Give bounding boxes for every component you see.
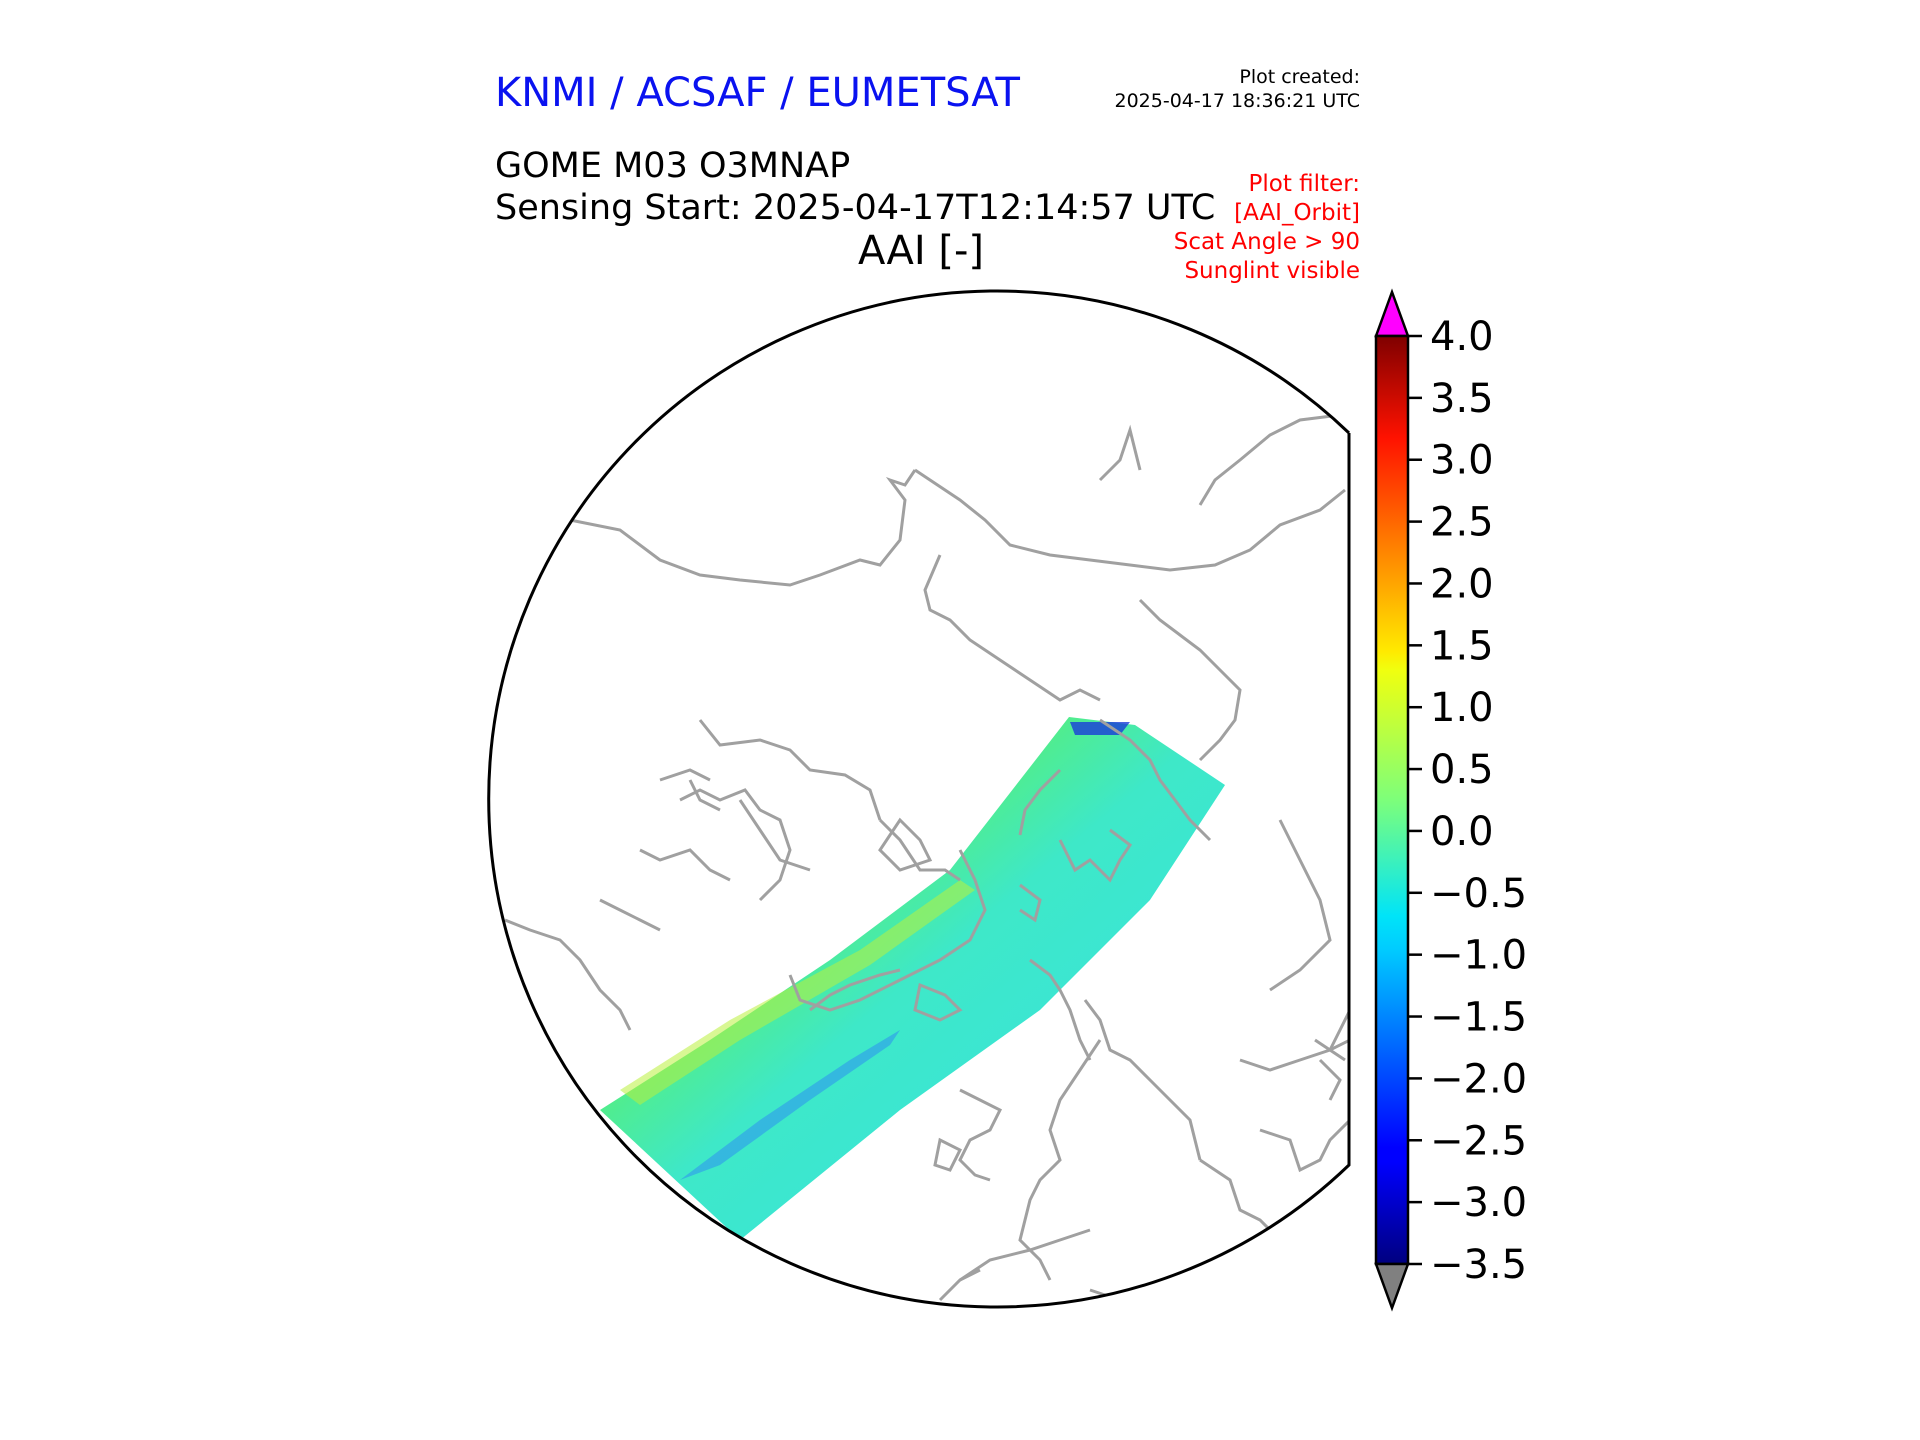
colorbar-tick-label: −2.0 (1430, 1056, 1527, 1102)
swath-stripe-low (680, 1030, 900, 1180)
colorbar-tick-label: 1.0 (1430, 685, 1494, 731)
colorbar-tick-label: −1.0 (1430, 933, 1527, 979)
colorbar-gradient (1374, 334, 1410, 1266)
filter-line: Scat Angle > 90 (1173, 229, 1360, 255)
colorbar-tick-label: 0.0 (1430, 809, 1494, 855)
coastlines (504, 413, 1349, 1302)
colorbar-extend-max (1374, 288, 1410, 338)
plot-filter: Plot filter: [AAI_Orbit] Scat Angle > 90… (1060, 170, 1360, 286)
aai-swath (600, 717, 1225, 1240)
colorbar-tick-label: 1.5 (1430, 623, 1494, 669)
colorbar-tick-label: −2.5 (1430, 1118, 1527, 1164)
colorbar-tick-label: 3.5 (1430, 376, 1494, 422)
colorbar-tick-label: −0.5 (1430, 871, 1527, 917)
colorbar-extend-min (1374, 1262, 1410, 1312)
map-boundary (487, 289, 1351, 1309)
colorbar-tick-label: −1.5 (1430, 995, 1527, 1041)
plot-created-label: Plot created: (1239, 66, 1360, 88)
colorbar-tick-label: 4.0 (1430, 314, 1494, 360)
colorbar-tick-label: 0.5 (1430, 747, 1494, 793)
filter-line: Sunglint visible (1184, 258, 1360, 284)
sensing-start: Sensing Start: 2025-04-17T12:14:57 UTC (495, 188, 1216, 228)
colorbar-tick-label: 3.0 (1430, 438, 1494, 484)
colorbar-tick-label: 2.5 (1430, 500, 1494, 546)
colorbar-ticks: 4.0 3.5 3.0 2.5 2.0 1.5 1.0 0.5 0.0 −0.5 −1.0 −1.5 −… (1408, 314, 1527, 1288)
filter-line: Plot filter: (1248, 171, 1360, 197)
variable-title: AAI [-] (858, 228, 984, 274)
colorbar-tick-label: −3.0 (1430, 1180, 1527, 1226)
product-title: GOME M03 O3MNAP (495, 146, 851, 186)
filter-line: [AAI_Orbit] (1234, 200, 1360, 226)
colorbar-tick-label: −3.5 (1430, 1242, 1527, 1288)
plot-created-value: 2025-04-17 18:36:21 UTC (1114, 90, 1361, 112)
organization-title: KNMI / ACSAF / EUMETSAT (495, 70, 1020, 116)
colorbar-tick-label: 2.0 (1430, 561, 1494, 607)
